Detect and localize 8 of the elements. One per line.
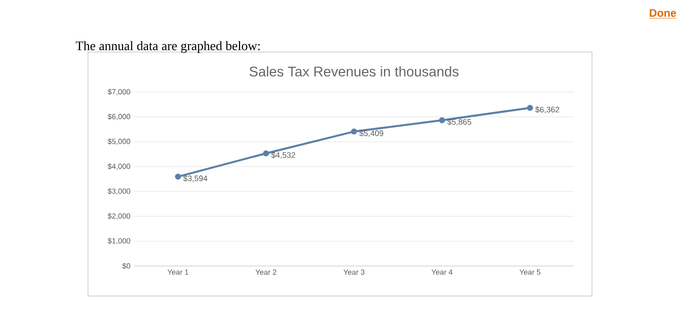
point <box>263 150 270 156</box>
point <box>527 104 534 111</box>
point <box>351 128 358 135</box>
chart-subtitle: The annual data are graphed below: <box>76 41 260 53</box>
text: Done <box>650 9 676 17</box>
point <box>175 174 182 180</box>
chart-title: Sales Tax Revenues in thousands <box>250 66 459 77</box>
point <box>439 117 446 124</box>
